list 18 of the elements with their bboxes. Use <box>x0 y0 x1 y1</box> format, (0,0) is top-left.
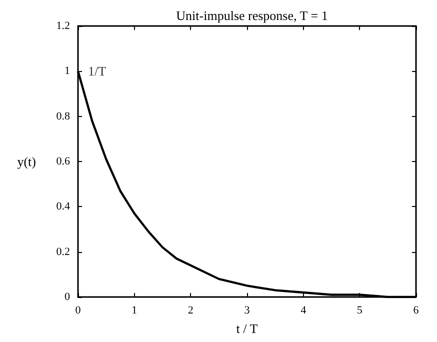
y-tick-label: 0.2 <box>56 246 70 258</box>
y-axis-title: y(t) <box>17 154 36 169</box>
x-tick-label: 3 <box>244 304 250 316</box>
chart-title: Unit-impulse response, T = 1 <box>176 8 328 23</box>
y-tick-label: 1 <box>64 65 70 78</box>
x-tick-label: 4 <box>300 304 307 316</box>
y-tick-label: 0 <box>64 291 70 303</box>
x-tick-label: 1 <box>132 304 138 316</box>
y-tick-label: 0.8 <box>56 110 70 122</box>
x-axis-title: t / T <box>236 321 258 336</box>
annotation: 1/T <box>88 64 106 79</box>
y-tick-label: 0.4 <box>56 200 70 213</box>
x-tick-label: 0 <box>75 304 82 316</box>
x-tick-label: 6 <box>413 304 420 316</box>
y-tick-label: 0.6 <box>56 156 70 168</box>
x-tick-label: 2 <box>188 304 194 316</box>
y-tick-label: 1.2 <box>56 20 70 32</box>
x-tick-label: 5 <box>356 304 363 316</box>
